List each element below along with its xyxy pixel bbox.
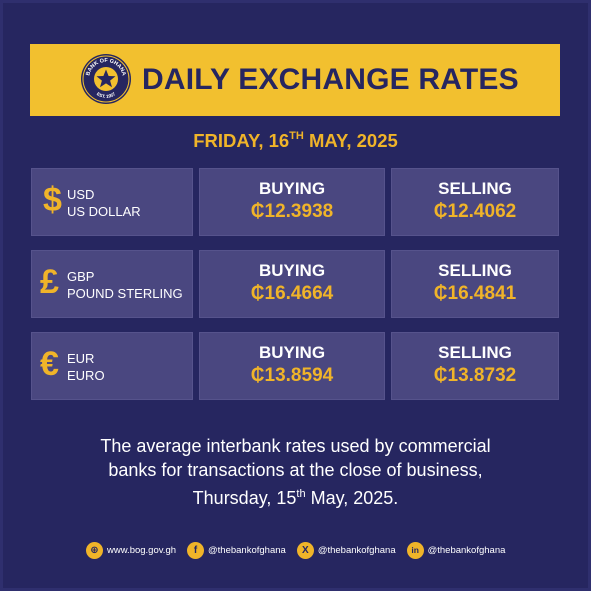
buying-cell-eur: BUYING ₵13.8594 — [199, 332, 385, 400]
buying-cell-gbp: BUYING ₵16.4664 — [199, 250, 385, 318]
buying-label: BUYING — [258, 343, 326, 362]
footer-facebook-link[interactable]: f @thebankofghana — [187, 541, 286, 559]
selling-cell-eur: SELLING ₵13.8732 — [391, 332, 559, 400]
currency-cell-usd: $ USD US DOLLAR — [31, 168, 193, 236]
buying-rate: ₵13.8594 — [250, 365, 334, 386]
footer-linkedin-text: @thebankofghana — [427, 544, 506, 556]
date-ordinal: TH — [289, 129, 304, 142]
currency-label: USD US DOLLAR — [67, 186, 141, 220]
selling-label: SELLING — [438, 179, 512, 198]
buying-label: BUYING — [258, 179, 326, 198]
selling-rate: ₵16.4841 — [433, 283, 517, 304]
page-title: DAILY EXCHANGE RATES — [142, 63, 519, 96]
selling-rate: ₵13.8732 — [433, 365, 517, 386]
selling-rate: ₵12.4062 — [433, 201, 517, 222]
currency-name: US DOLLAR — [67, 204, 141, 219]
note-line-3-ordinal: th — [296, 488, 306, 500]
currency-label: GBP POUND STERLING — [67, 268, 183, 302]
currency-code: EUR — [67, 351, 95, 366]
euro-icon: € — [40, 345, 59, 383]
selling-label: SELLING — [438, 343, 512, 362]
header-banner: BANK OF GHANA EST. 1957 DAILY EXCHANGE R… — [30, 44, 560, 116]
note-line-3-prefix: Thursday, 15 — [192, 488, 297, 508]
globe-icon: ⊕ — [86, 541, 103, 559]
note-line-3-suffix: May, 2025. — [305, 488, 399, 508]
buying-rate: ₵16.4664 — [250, 283, 334, 304]
pound-icon: £ — [40, 263, 59, 301]
selling-cell-usd: SELLING ₵12.4062 — [391, 168, 559, 236]
note-line-3: Thursday, 15th May, 2025. — [0, 482, 591, 510]
footer-social: ⊕ www.bog.gov.gh f @thebankofghana X @th… — [86, 540, 516, 560]
footer-website-text: www.bog.gov.gh — [107, 544, 177, 556]
facebook-icon: f — [187, 541, 205, 559]
buying-rate: ₵12.3938 — [250, 201, 334, 222]
currency-code: GBP — [67, 269, 95, 284]
currency-name: EURO — [67, 368, 105, 383]
bank-seal-logo: BANK OF GHANA EST. 1957 — [81, 54, 131, 104]
footer-x-text: @thebankofghana — [317, 544, 396, 556]
footer-x-link[interactable]: X @thebankofghana — [296, 541, 396, 559]
selling-label: SELLING — [438, 261, 512, 280]
currency-code: USD — [67, 187, 95, 202]
currency-label: EUR EURO — [67, 350, 105, 384]
note-line-2: banks for transactions at the close of b… — [108, 460, 483, 480]
date-suffix: MAY, 2025 — [303, 130, 398, 151]
selling-cell-gbp: SELLING ₵16.4841 — [391, 250, 559, 318]
currency-name: POUND STERLING — [67, 286, 183, 301]
footer-facebook-text: @thebankofghana — [208, 544, 286, 556]
dollar-icon: $ — [43, 181, 62, 219]
buying-label: BUYING — [258, 261, 326, 280]
note-line-1: The average interbank rates used by comm… — [100, 436, 491, 456]
date-heading: FRIDAY, 16TH MAY, 2025 — [0, 130, 591, 152]
x-icon: X — [296, 541, 314, 559]
buying-cell-usd: BUYING ₵12.3938 — [199, 168, 385, 236]
linkedin-icon: in — [406, 541, 424, 559]
rates-note: The average interbank rates used by comm… — [0, 434, 591, 510]
date-prefix: FRIDAY, 16 — [193, 130, 290, 151]
currency-cell-eur: € EUR EURO — [31, 332, 193, 400]
currency-cell-gbp: £ GBP POUND STERLING — [31, 250, 193, 318]
footer-linkedin-link[interactable]: in @thebankofghana — [406, 541, 506, 559]
footer-website-link[interactable]: ⊕ www.bog.gov.gh — [86, 541, 177, 559]
svg-text:EST. 1957: EST. 1957 — [96, 91, 117, 99]
